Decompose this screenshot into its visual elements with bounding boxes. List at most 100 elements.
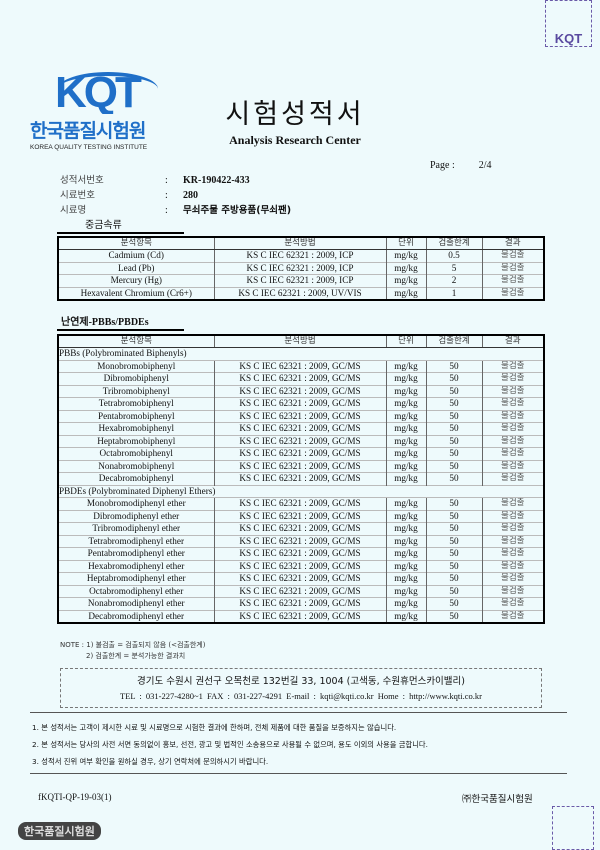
unit: mg/kg bbox=[385, 472, 426, 485]
analysis-item: Tribromodiphenyl ether bbox=[58, 522, 214, 535]
table-row: Heptabromobiphenyl KS C IEC 62321 : 2009,… bbox=[58, 434, 544, 448]
analysis-method: KS C IEC 62321 : 2009, GC/MS bbox=[213, 522, 386, 535]
detection-limit: 50 bbox=[425, 422, 482, 435]
result: 불검출 bbox=[481, 422, 544, 435]
table-row: Lead (Pb) KS C IEC 62321 : 2009, ICP mg/kg… bbox=[58, 261, 544, 275]
unit: mg/kg bbox=[385, 447, 426, 460]
result: 불검출 bbox=[481, 434, 544, 448]
detection-limit: 2 bbox=[425, 274, 482, 287]
kqt-logo: KQT 한국품질시험원 KOREA QUALITY TESTING INSTIT… bbox=[30, 72, 175, 151]
column-header: 검출한계 bbox=[425, 236, 482, 250]
analysis-item: Hexavalent Chromium (Cr6+) bbox=[58, 286, 214, 300]
detection-limit: 50 bbox=[425, 509, 482, 523]
table-row: Pentabromodiphenyl ether KS C IEC 62321 :… bbox=[58, 547, 544, 560]
analysis-method: KS C IEC 62321 : 2009, UV/VIS bbox=[213, 286, 386, 300]
analysis-item: Tetrabromodiphenyl ether bbox=[58, 534, 214, 548]
table-row: Cadmium (Cd) KS C IEC 62321 : 2009, ICP mg… bbox=[58, 249, 544, 262]
result: 불검출 bbox=[481, 559, 544, 573]
table-row: Hexabromodiphenyl ether KS C IEC 62321 : … bbox=[58, 559, 544, 573]
detection-limit: 50 bbox=[425, 584, 482, 598]
result: 불검출 bbox=[481, 547, 544, 560]
analysis-method: KS C IEC 62321 : 2009, GC/MS bbox=[213, 459, 386, 473]
table-row: Tribromodiphenyl ether KS C IEC 62321 : 2… bbox=[58, 522, 544, 535]
table-row: Decabromobiphenyl KS C IEC 62321 : 2009, … bbox=[58, 472, 544, 485]
analysis-item: Mercury (Hg) bbox=[58, 274, 214, 287]
flame-retardants-table: 분석항목 분석방법 단위 검출한계 결과 PBBs (Polybrominated Bip… bbox=[57, 334, 545, 624]
detection-limit: 50 bbox=[425, 547, 482, 560]
analysis-method: KS C IEC 62321 : 2009, GC/MS bbox=[213, 572, 386, 585]
analysis-item: Monobromobiphenyl bbox=[58, 359, 214, 373]
result: 불검출 bbox=[481, 397, 544, 410]
detection-limit: 50 bbox=[425, 597, 482, 610]
analysis-method: KS C IEC 62321 : 2009, GC/MS bbox=[213, 472, 386, 485]
analysis-item: Octabromobiphenyl bbox=[58, 447, 214, 460]
detection-limit: 50 bbox=[425, 459, 482, 473]
analysis-item: Pentabromobiphenyl bbox=[58, 409, 214, 423]
analysis-item: Nonabromobiphenyl bbox=[58, 459, 214, 473]
company-seal: 한국품질시험원 bbox=[18, 822, 101, 840]
document-title: 시험성적서 Analysis Research Center bbox=[200, 92, 390, 148]
analysis-method: KS C IEC 62321 : 2009, GC/MS bbox=[213, 384, 386, 398]
analysis-item: Heptabromodiphenyl ether bbox=[58, 572, 214, 585]
result: 불검출 bbox=[481, 249, 544, 262]
result: 불검출 bbox=[481, 584, 544, 598]
unit: mg/kg bbox=[385, 597, 426, 610]
stamp-text: KQT bbox=[554, 31, 583, 46]
unit: mg/kg bbox=[385, 384, 426, 398]
detection-limit: 50 bbox=[425, 522, 482, 535]
analysis-method: KS C IEC 62321 : 2009, GC/MS bbox=[213, 509, 386, 523]
detection-limit: 50 bbox=[425, 409, 482, 423]
analysis-method: KS C IEC 62321 : 2009, ICP bbox=[213, 249, 386, 262]
result: 불검출 bbox=[481, 459, 544, 473]
table-row: Monobromodiphenyl ether KS C IEC 62321 : … bbox=[58, 497, 544, 510]
title-korean: 시험성적서 bbox=[225, 99, 365, 130]
analysis-method: KS C IEC 62321 : 2009, GC/MS bbox=[213, 559, 386, 573]
group-name: PBDEs (Polybrominated Diphenyl Ethers) bbox=[58, 484, 544, 498]
result: 불검출 bbox=[481, 534, 544, 548]
table-row: Hexabromobiphenyl KS C IEC 62321 : 2009, … bbox=[58, 422, 544, 435]
column-header: 단위 bbox=[385, 236, 426, 250]
analysis-item: Decabromodiphenyl ether bbox=[58, 609, 214, 623]
detection-limit: 5 bbox=[425, 261, 482, 275]
result: 불검출 bbox=[481, 572, 544, 585]
column-header: 단위 bbox=[385, 334, 426, 348]
result: 불검출 bbox=[481, 286, 544, 300]
official-stamp-bottom bbox=[552, 806, 594, 850]
analysis-method: KS C IEC 62321 : 2009, GC/MS bbox=[213, 584, 386, 598]
detection-limit: 50 bbox=[425, 384, 482, 398]
analysis-item: Tetrabromobiphenyl bbox=[58, 397, 214, 410]
detection-limit: 50 bbox=[425, 359, 482, 373]
detection-limit: 50 bbox=[425, 434, 482, 448]
info-value: KR-190422-433 bbox=[183, 175, 250, 186]
disclaimer-item: 3. 성적서 진위 여부 확인을 원하실 경우, 상기 연락처에 문의하시기 바… bbox=[32, 757, 269, 766]
unit: mg/kg bbox=[385, 509, 426, 523]
result: 불검출 bbox=[481, 372, 544, 385]
disclaimer-item: 2. 본 성적서는 당사의 사전 서면 동의없이 홍보, 선전, 광고 및 법적… bbox=[32, 740, 428, 749]
disclaimer-item: 1. 본 성적서는 고객이 제시한 시료 및 시료명으로 시험한 결과에 한하며… bbox=[32, 723, 397, 732]
table-row: Octabromodiphenyl ether KS C IEC 62321 : … bbox=[58, 584, 544, 598]
unit: mg/kg bbox=[385, 547, 426, 560]
result: 불검출 bbox=[481, 509, 544, 523]
analysis-method: KS C IEC 62321 : 2009, GC/MS bbox=[213, 609, 386, 623]
section-title-text: 난연제-PBBs/PBDEs bbox=[61, 317, 149, 328]
column-header: 결과 bbox=[481, 236, 544, 250]
table-header: 분석항목 분석방법 단위 검출한계 결과 bbox=[58, 334, 544, 348]
column-header: 분석항목 bbox=[58, 236, 214, 250]
group-row: PBBs (Polybrominated Biphenyls) bbox=[58, 347, 544, 360]
column-header: 분석방법 bbox=[213, 236, 386, 250]
unit: mg/kg bbox=[385, 397, 426, 410]
unit: mg/kg bbox=[385, 584, 426, 598]
analysis-item: Cadmium (Cd) bbox=[58, 249, 214, 262]
table-row: Mercury (Hg) KS C IEC 62321 : 2009, ICP mg… bbox=[58, 274, 544, 287]
analysis-method: KS C IEC 62321 : 2009, ICP bbox=[213, 261, 386, 275]
result: 불검출 bbox=[481, 274, 544, 287]
detection-limit: 50 bbox=[425, 397, 482, 410]
detection-limit: 50 bbox=[425, 447, 482, 460]
analysis-item: Nonabromodiphenyl ether bbox=[58, 597, 214, 610]
page-number: Page : 2/4 bbox=[430, 160, 492, 171]
unit: mg/kg bbox=[385, 522, 426, 535]
analysis-method: KS C IEC 62321 : 2009, GC/MS bbox=[213, 597, 386, 610]
analysis-item: Octabromodiphenyl ether bbox=[58, 584, 214, 598]
detection-limit: 50 bbox=[425, 609, 482, 623]
analysis-method: KS C IEC 62321 : 2009, GC/MS bbox=[213, 397, 386, 410]
